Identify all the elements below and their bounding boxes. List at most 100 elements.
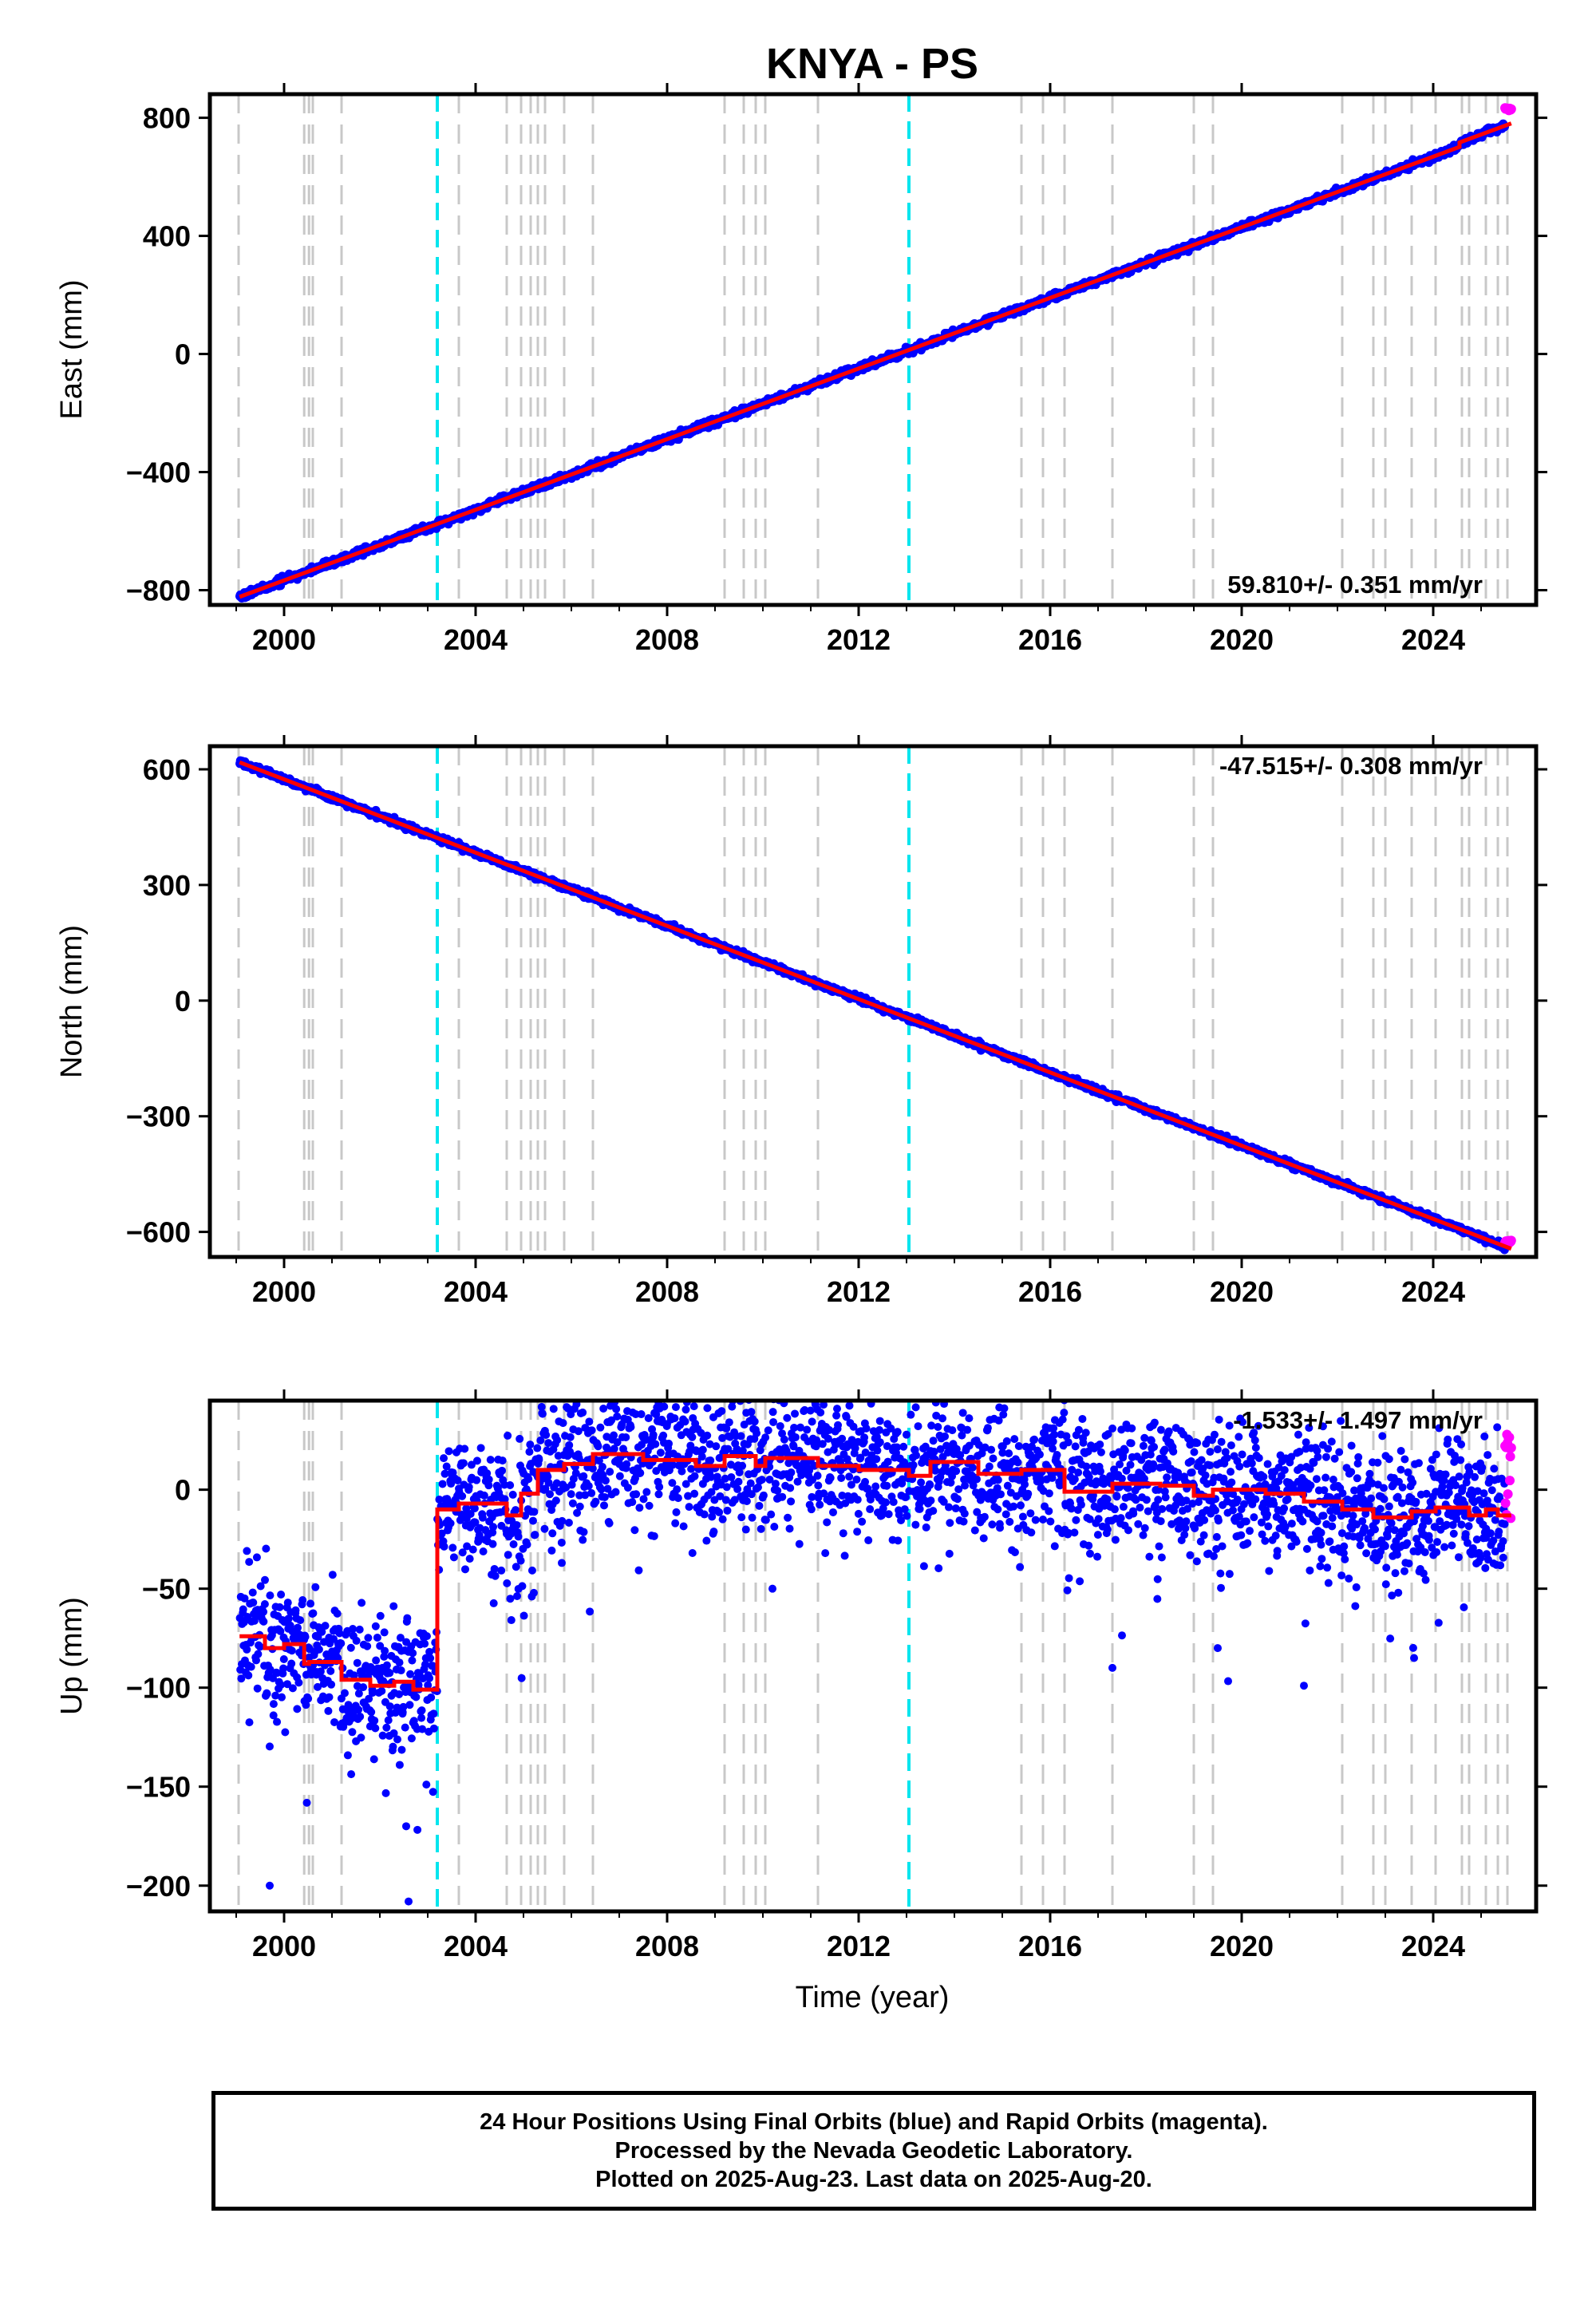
data-point-final-orbits bbox=[277, 1591, 286, 1599]
data-point-final-orbits bbox=[610, 1431, 618, 1440]
data-point-final-orbits bbox=[651, 1440, 660, 1448]
data-point-final-orbits bbox=[601, 1476, 610, 1485]
data-point-final-orbits bbox=[525, 1448, 534, 1456]
data-point-final-orbits bbox=[562, 1381, 570, 1389]
data-point-final-orbits bbox=[540, 1524, 549, 1533]
data-point-final-orbits bbox=[316, 1667, 325, 1676]
x-tick-label: 2008 bbox=[635, 623, 699, 656]
data-point-final-orbits bbox=[598, 1463, 606, 1472]
data-point-final-orbits bbox=[380, 1628, 389, 1637]
data-point-final-orbits bbox=[449, 1553, 458, 1562]
data-point-final-orbits bbox=[571, 1468, 580, 1477]
data-point-final-orbits bbox=[676, 1386, 684, 1394]
data-point-final-orbits bbox=[355, 1625, 364, 1634]
x-tick-label: 2016 bbox=[1018, 1275, 1082, 1308]
data-point-final-orbits bbox=[464, 1483, 473, 1492]
data-point-final-orbits bbox=[275, 1603, 284, 1611]
data-point-final-orbits bbox=[365, 1694, 373, 1703]
data-point-final-orbits bbox=[579, 1408, 587, 1417]
data-point-final-orbits bbox=[385, 1669, 394, 1678]
data-point-final-orbits bbox=[548, 1529, 557, 1538]
data-point-final-orbits bbox=[243, 1645, 251, 1654]
data-point-final-orbits bbox=[668, 1460, 677, 1469]
data-point-final-orbits bbox=[284, 1614, 293, 1623]
data-point-final-orbits bbox=[546, 1490, 555, 1499]
data-point-final-orbits bbox=[489, 1599, 498, 1607]
data-point-final-orbits bbox=[326, 1666, 335, 1675]
x-tick-label: 2020 bbox=[1210, 623, 1274, 656]
data-point-final-orbits bbox=[458, 1492, 467, 1500]
data-point-final-orbits bbox=[655, 1483, 664, 1492]
data-point-final-orbits bbox=[688, 1549, 697, 1558]
data-point-final-orbits bbox=[635, 1504, 644, 1512]
data-point-final-orbits bbox=[356, 1712, 365, 1721]
data-point-final-orbits bbox=[652, 1410, 661, 1419]
data-point-final-orbits bbox=[579, 1472, 588, 1480]
data-point-final-orbits bbox=[346, 1643, 355, 1652]
data-point-final-orbits bbox=[471, 1518, 480, 1527]
data-point-final-orbits bbox=[328, 1571, 337, 1579]
data-point-final-orbits bbox=[369, 1755, 378, 1764]
data-point-final-orbits bbox=[298, 1596, 307, 1605]
data-point-final-orbits bbox=[271, 1691, 280, 1700]
data-point-final-orbits bbox=[294, 1623, 302, 1632]
data-point-final-orbits bbox=[288, 1684, 297, 1693]
x-tick-label: 2000 bbox=[252, 1275, 316, 1308]
data-point-final-orbits bbox=[557, 1538, 566, 1547]
data-point-final-orbits bbox=[321, 1622, 330, 1630]
data-point-final-orbits bbox=[309, 1609, 318, 1618]
data-point-final-orbits bbox=[603, 1484, 612, 1493]
data-point-final-orbits bbox=[636, 1468, 645, 1477]
data-point-final-orbits bbox=[558, 1516, 567, 1525]
rate-label-east: 59.810+/- 0.351 mm/yr bbox=[1227, 571, 1483, 599]
data-point-final-orbits bbox=[408, 1656, 417, 1665]
x-tick-label: 2020 bbox=[1210, 1275, 1274, 1308]
data-point-final-orbits bbox=[504, 1551, 512, 1559]
data-point-final-orbits bbox=[517, 1674, 526, 1682]
y-tick-label: 0 bbox=[175, 985, 191, 1018]
data-point-final-orbits bbox=[239, 1605, 247, 1614]
data-point-final-orbits bbox=[253, 1684, 262, 1693]
data-point-final-orbits bbox=[497, 1566, 506, 1575]
data-point-final-orbits bbox=[659, 1431, 668, 1440]
data-point-final-orbits bbox=[440, 1454, 448, 1463]
data-point-final-orbits bbox=[685, 1503, 693, 1512]
data-point-final-orbits bbox=[504, 1431, 512, 1440]
data-point-final-orbits bbox=[249, 1599, 258, 1607]
data-point-final-orbits bbox=[637, 1410, 646, 1419]
data-point-final-orbits bbox=[269, 1700, 278, 1709]
data-point-final-orbits bbox=[472, 1476, 481, 1484]
data-point-final-orbits bbox=[459, 1459, 468, 1468]
data-point-final-orbits bbox=[412, 1693, 421, 1701]
data-point-final-orbits bbox=[372, 1656, 381, 1665]
data-point-final-orbits bbox=[422, 1780, 431, 1789]
y-axis-label-north: North (mm) bbox=[55, 925, 89, 1078]
data-point-final-orbits bbox=[587, 1488, 596, 1497]
data-point-final-orbits bbox=[509, 1540, 518, 1549]
data-point-final-orbits bbox=[649, 1430, 658, 1439]
data-point-final-orbits bbox=[581, 1491, 590, 1500]
data-point-final-orbits bbox=[600, 1501, 609, 1510]
data-point-final-orbits bbox=[256, 1582, 265, 1591]
data-point-final-orbits bbox=[250, 1616, 259, 1625]
data-point-final-orbits bbox=[240, 1594, 249, 1603]
data-point-final-orbits bbox=[440, 1469, 449, 1478]
data-point-final-orbits bbox=[650, 1531, 658, 1540]
data-point-final-orbits bbox=[489, 1523, 498, 1531]
data-point-final-orbits bbox=[530, 1508, 539, 1516]
data-point-final-orbits bbox=[671, 1519, 680, 1528]
data-point-final-orbits bbox=[304, 1694, 313, 1703]
data-point-final-orbits bbox=[468, 1545, 477, 1554]
data-point-final-orbits bbox=[467, 1460, 476, 1469]
data-point-final-orbits bbox=[425, 1674, 434, 1682]
data-point-final-orbits bbox=[519, 1611, 528, 1620]
data-point-final-orbits bbox=[529, 1588, 538, 1597]
data-point-rapid-orbits bbox=[1506, 1235, 1516, 1246]
data-point-final-orbits bbox=[273, 1717, 282, 1726]
data-point-final-orbits bbox=[337, 1639, 346, 1648]
data-point-final-orbits bbox=[421, 1660, 429, 1669]
y-tick-label: −400 bbox=[126, 456, 191, 489]
data-point-final-orbits bbox=[484, 1475, 493, 1484]
data-point-final-orbits bbox=[350, 1671, 358, 1680]
data-point-final-orbits bbox=[389, 1602, 398, 1611]
